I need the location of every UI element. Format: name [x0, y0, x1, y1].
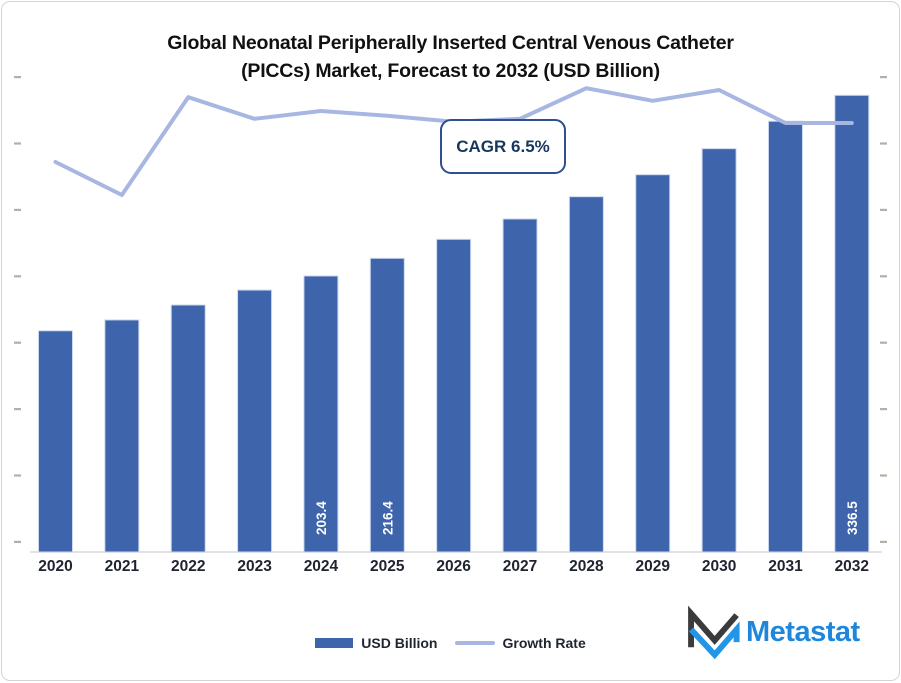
bar-2026 [436, 238, 472, 553]
bar-2031 [767, 120, 803, 553]
x-axis-label-2020: 2020 [38, 558, 72, 575]
left-axis-tick [14, 408, 21, 411]
bar-2022 [170, 304, 206, 553]
left-axis-tick [14, 341, 21, 344]
bar-2029 [635, 174, 671, 553]
x-axis-label-2030: 2030 [702, 558, 736, 575]
chart-title: Global Neonatal Peripherally Inserted Ce… [2, 29, 899, 85]
chart-legend: USD Billion Growth Rate [2, 635, 899, 651]
x-axis-label-2025: 2025 [370, 558, 405, 575]
x-axis-label-2028: 2028 [569, 558, 604, 575]
right-axis-tick [880, 76, 887, 79]
bar-2028 [568, 196, 604, 553]
bar-2021 [104, 319, 140, 553]
right-axis-tick [880, 540, 887, 543]
bar-value-label-2032: 336.5 [845, 501, 860, 535]
bar-series-swatch [315, 638, 354, 648]
cagr-annotation-label: CAGR 6.5% [456, 136, 550, 156]
x-axis-label-2021: 2021 [105, 558, 140, 575]
right-axis-tick [880, 341, 887, 344]
legend-label-growth-rate: Growth Rate [502, 635, 586, 651]
right-axis-tick [880, 208, 887, 211]
legend-label-usd-billion: USD Billion [361, 635, 438, 651]
bar-2030 [701, 148, 737, 553]
bar-2025 [369, 257, 405, 553]
x-axis-label-2029: 2029 [635, 558, 670, 575]
left-axis-tick [14, 275, 21, 278]
chart-title-line1: Global Neonatal Peripherally Inserted Ce… [167, 32, 734, 54]
right-axis-tick [880, 275, 887, 278]
line-series-swatch [454, 641, 495, 645]
left-axis-tick [14, 76, 21, 79]
left-axis-tick [14, 474, 21, 477]
cagr-annotation-box: CAGR 6.5% [440, 119, 566, 174]
x-axis-label-2031: 2031 [768, 558, 803, 575]
x-axis-label-2032: 2032 [835, 558, 869, 575]
x-axis-label-2027: 2027 [503, 558, 537, 575]
bar-2023 [237, 289, 273, 553]
metastat-logo-wordmark: Metastat [746, 615, 860, 648]
legend-item-usd-billion: USD Billion [315, 635, 438, 651]
x-axis-label-2024: 2024 [304, 558, 339, 575]
legend-item-growth-rate: Growth Rate [454, 635, 586, 651]
left-axis-tick [14, 208, 21, 211]
bar-2020 [38, 330, 73, 553]
left-axis-tick [14, 540, 21, 543]
right-axis-tick [880, 408, 887, 411]
metastat-logo-m-icon [688, 605, 740, 659]
x-axis-label-2022: 2022 [171, 558, 205, 575]
right-axis-tick [880, 142, 887, 145]
x-axis-label-2026: 2026 [436, 558, 471, 575]
bar-2024 [303, 275, 339, 553]
right-axis-tick [880, 474, 887, 477]
bar-2027 [502, 218, 538, 553]
bar-value-label-2025: 216.4 [380, 501, 395, 535]
chart-title-line2: (PICCs) Market, Forecast to 2032 (USD Bi… [241, 60, 660, 82]
x-axis-label-2023: 2023 [237, 558, 272, 575]
bar-value-label-2024: 203.4 [314, 501, 329, 535]
left-axis-tick [14, 142, 21, 145]
bar-2032 [834, 94, 870, 553]
metastat-logo: Metastat [684, 605, 860, 659]
